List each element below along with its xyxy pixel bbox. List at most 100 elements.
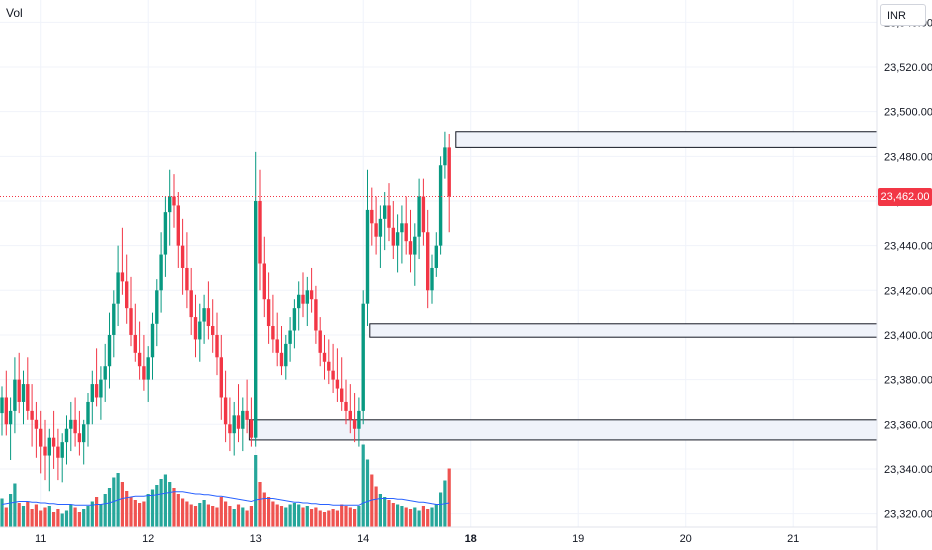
volume-bar [120, 482, 124, 527]
candle-body [137, 352, 142, 367]
candle-body [245, 410, 249, 420]
volume-bar [224, 501, 228, 527]
volume-bar [391, 503, 395, 527]
volume-bar [138, 503, 142, 527]
candle-body [180, 245, 185, 268]
candle-body [279, 352, 284, 367]
time-tick-label: 13 [250, 533, 262, 545]
volume-bar [413, 507, 417, 527]
volume-bar [335, 510, 339, 527]
candle-body [395, 232, 400, 246]
candle-body [344, 401, 348, 411]
currency-label[interactable]: INR [880, 4, 926, 26]
candle-body [82, 424, 86, 443]
volume-bar [262, 492, 266, 527]
volume-bar [361, 444, 365, 527]
candle-body [94, 384, 99, 398]
volume-bar [4, 507, 8, 527]
price-tick-label: 23,500.00 [884, 107, 932, 119]
volume-bar [417, 510, 421, 527]
candle-body [318, 330, 322, 353]
volume-bar [159, 479, 163, 527]
candle-body [172, 196, 176, 206]
volume-bar [340, 504, 344, 527]
time-tick-label: 20 [680, 533, 692, 545]
volume-bar [198, 503, 202, 527]
candle-body [0, 397, 4, 414]
candle-body [352, 419, 357, 429]
candle-body [254, 200, 258, 438]
volume-bar [30, 509, 34, 527]
volume-bar [434, 504, 438, 527]
volume-bar [206, 504, 210, 527]
candle-body [417, 196, 421, 237]
volume-bar [219, 497, 223, 527]
candle-body [77, 433, 82, 443]
volume-bar [155, 485, 159, 527]
supply-demand-zones [248, 131, 878, 441]
volume-indicator-label[interactable]: Vol [6, 6, 23, 20]
candle-body [4, 397, 8, 425]
volume-bar [404, 507, 408, 527]
volume-bar [400, 506, 404, 527]
candle-body [438, 165, 443, 246]
candle-body [228, 424, 232, 434]
volume-bar [344, 506, 348, 527]
volume-bar [254, 455, 258, 527]
volume-bar [9, 494, 13, 527]
volume-bar [327, 510, 331, 527]
volume-bar [73, 507, 77, 527]
time-tick-label: 18 [465, 533, 477, 545]
candle-body [370, 209, 374, 224]
candle-body [86, 401, 90, 425]
candle-body [189, 290, 193, 318]
candle-body [348, 410, 352, 420]
candle-body [159, 254, 163, 291]
candle-body [112, 303, 116, 335]
chart-grid [0, 0, 877, 527]
candle-body [8, 410, 13, 425]
volume-bar [357, 506, 361, 527]
volume-bar [228, 506, 232, 527]
candle-body [107, 334, 112, 367]
candle-body [314, 299, 318, 331]
volume-bar [271, 501, 275, 527]
candle-body [383, 205, 387, 219]
candle-body [17, 379, 21, 402]
zone-rectangle [248, 419, 878, 441]
volume-bar [279, 506, 284, 527]
price-axis[interactable]: 23,320.00 23,340.00 23,360.00 23,380.00 23,4… [876, 0, 932, 550]
candle-body [39, 428, 43, 447]
candle-body [185, 267, 189, 291]
volume-bar [86, 506, 90, 527]
zone-rectangle [455, 131, 878, 148]
candle-body [288, 330, 292, 344]
volume-bar [17, 503, 21, 527]
candle-body [266, 299, 271, 327]
time-tick-label: 12 [142, 533, 154, 545]
volume-bar [13, 483, 17, 527]
volume-bar [245, 510, 249, 527]
volume-bar [236, 504, 241, 527]
candle-body [447, 147, 451, 197]
volume-bar [284, 507, 288, 527]
candle-body [305, 290, 309, 304]
candle-body [146, 357, 150, 380]
candle-body [90, 384, 94, 402]
volume-bar [215, 507, 219, 527]
volume-bar [176, 494, 180, 527]
current-price-tag: 23,462.00 [878, 187, 932, 206]
candle-body [421, 196, 426, 233]
time-axis[interactable]: 11 12 13 14 18 19 20 21 [0, 526, 877, 545]
volume-bar [150, 489, 155, 527]
candle-body [430, 267, 434, 291]
candle-body [404, 223, 408, 242]
candle-body [357, 410, 361, 429]
candle-body [103, 366, 107, 380]
candle-body [116, 272, 120, 304]
volume-bar [314, 507, 318, 527]
candle-body [43, 446, 47, 456]
candle-body [51, 437, 56, 447]
candle-body [155, 290, 159, 324]
